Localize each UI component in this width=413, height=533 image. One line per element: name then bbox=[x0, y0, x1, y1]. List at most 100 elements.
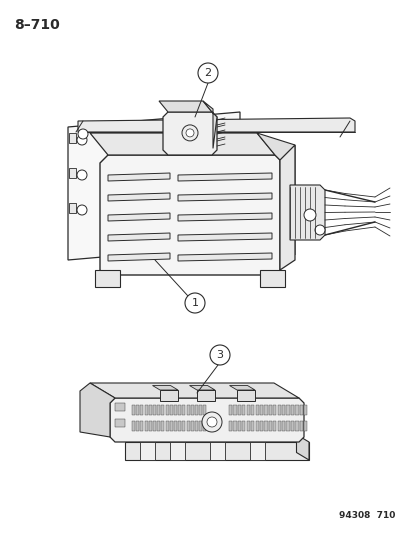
Polygon shape bbox=[182, 405, 185, 415]
Polygon shape bbox=[237, 405, 240, 415]
Polygon shape bbox=[304, 421, 307, 431]
Polygon shape bbox=[299, 405, 302, 415]
Polygon shape bbox=[159, 390, 178, 401]
Polygon shape bbox=[228, 405, 232, 415]
Polygon shape bbox=[144, 421, 147, 431]
Polygon shape bbox=[228, 421, 232, 431]
Polygon shape bbox=[296, 434, 308, 460]
Circle shape bbox=[77, 170, 87, 180]
Polygon shape bbox=[178, 253, 271, 261]
Polygon shape bbox=[148, 421, 152, 431]
Circle shape bbox=[197, 63, 218, 83]
Polygon shape bbox=[157, 421, 160, 431]
Polygon shape bbox=[277, 405, 280, 415]
Text: 3: 3 bbox=[216, 350, 223, 360]
Polygon shape bbox=[286, 421, 289, 431]
Polygon shape bbox=[251, 405, 254, 415]
Polygon shape bbox=[264, 405, 267, 415]
Polygon shape bbox=[249, 442, 264, 460]
Polygon shape bbox=[281, 421, 285, 431]
Polygon shape bbox=[110, 398, 303, 442]
Polygon shape bbox=[69, 203, 76, 213]
Text: 2: 2 bbox=[204, 68, 211, 78]
Circle shape bbox=[206, 417, 216, 427]
Polygon shape bbox=[178, 233, 271, 241]
Polygon shape bbox=[178, 213, 271, 221]
Polygon shape bbox=[255, 405, 258, 415]
Polygon shape bbox=[186, 405, 189, 415]
Polygon shape bbox=[281, 405, 285, 415]
Polygon shape bbox=[273, 405, 276, 415]
Polygon shape bbox=[182, 421, 185, 431]
Polygon shape bbox=[68, 112, 240, 260]
Polygon shape bbox=[163, 112, 216, 155]
Polygon shape bbox=[140, 405, 143, 415]
Polygon shape bbox=[290, 405, 293, 415]
Polygon shape bbox=[165, 405, 168, 415]
Polygon shape bbox=[299, 421, 302, 431]
Polygon shape bbox=[268, 405, 271, 415]
Polygon shape bbox=[115, 419, 125, 427]
Polygon shape bbox=[251, 421, 254, 431]
Polygon shape bbox=[290, 421, 293, 431]
Polygon shape bbox=[255, 421, 258, 431]
Polygon shape bbox=[264, 421, 267, 431]
Polygon shape bbox=[294, 405, 298, 415]
Polygon shape bbox=[237, 421, 240, 431]
Polygon shape bbox=[153, 421, 156, 431]
Polygon shape bbox=[80, 383, 115, 437]
Polygon shape bbox=[132, 421, 135, 431]
Polygon shape bbox=[108, 193, 170, 201]
Polygon shape bbox=[273, 421, 276, 431]
Polygon shape bbox=[108, 253, 170, 261]
Polygon shape bbox=[259, 270, 284, 287]
Polygon shape bbox=[115, 403, 125, 411]
Polygon shape bbox=[108, 213, 170, 221]
Polygon shape bbox=[294, 421, 298, 431]
Polygon shape bbox=[233, 421, 236, 431]
Polygon shape bbox=[157, 405, 160, 415]
Polygon shape bbox=[169, 421, 172, 431]
Polygon shape bbox=[136, 421, 139, 431]
Polygon shape bbox=[170, 442, 185, 460]
Polygon shape bbox=[256, 133, 294, 255]
Polygon shape bbox=[195, 405, 197, 415]
Polygon shape bbox=[236, 390, 254, 401]
Polygon shape bbox=[125, 442, 308, 460]
Polygon shape bbox=[178, 421, 181, 431]
Polygon shape bbox=[169, 405, 172, 415]
Polygon shape bbox=[161, 421, 164, 431]
Text: 94308  710: 94308 710 bbox=[338, 511, 394, 520]
Polygon shape bbox=[178, 405, 181, 415]
Circle shape bbox=[78, 129, 88, 139]
Polygon shape bbox=[173, 405, 177, 415]
Circle shape bbox=[303, 209, 315, 221]
Polygon shape bbox=[95, 270, 120, 287]
Polygon shape bbox=[132, 405, 135, 415]
Polygon shape bbox=[268, 421, 271, 431]
Polygon shape bbox=[108, 233, 170, 241]
Polygon shape bbox=[202, 101, 216, 148]
Polygon shape bbox=[186, 421, 189, 431]
Polygon shape bbox=[233, 405, 236, 415]
Polygon shape bbox=[304, 405, 307, 415]
Polygon shape bbox=[197, 390, 214, 401]
Circle shape bbox=[314, 225, 324, 235]
Polygon shape bbox=[203, 405, 206, 415]
Circle shape bbox=[185, 129, 194, 137]
Circle shape bbox=[77, 205, 87, 215]
Polygon shape bbox=[69, 133, 76, 143]
Polygon shape bbox=[242, 405, 245, 415]
Polygon shape bbox=[189, 385, 214, 390]
Polygon shape bbox=[152, 385, 178, 390]
Text: 8–710: 8–710 bbox=[14, 18, 59, 32]
Polygon shape bbox=[190, 421, 193, 431]
Polygon shape bbox=[259, 421, 263, 431]
Polygon shape bbox=[178, 173, 271, 181]
Polygon shape bbox=[199, 421, 202, 431]
Polygon shape bbox=[242, 421, 245, 431]
Polygon shape bbox=[100, 155, 279, 275]
Polygon shape bbox=[203, 421, 206, 431]
Circle shape bbox=[77, 135, 87, 145]
Polygon shape bbox=[195, 421, 197, 431]
